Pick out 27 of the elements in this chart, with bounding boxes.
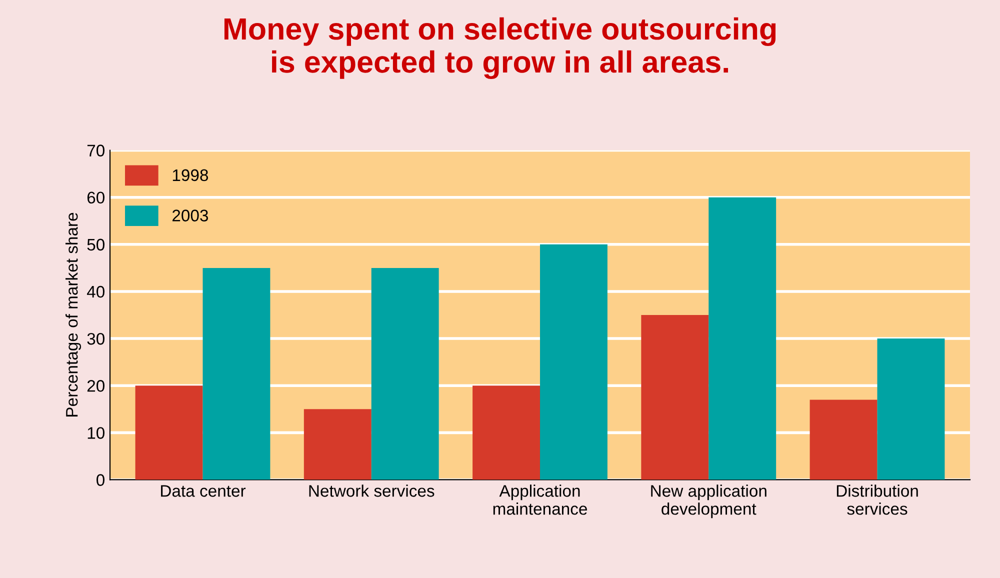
legend-label: 1998 <box>172 169 208 182</box>
bar <box>304 409 372 480</box>
x-tick-label: Application maintenance <box>493 484 587 515</box>
y-tick-label: 50 <box>87 238 104 251</box>
y-tick-label: 30 <box>87 332 104 345</box>
bar <box>135 386 203 480</box>
x-tick-label: New application development <box>651 484 766 518</box>
chart-title: Money spent on selective outsourcing is expected to grow in all areas. <box>224 17 776 80</box>
bar <box>810 400 878 480</box>
x-tick-label: Data center <box>161 485 246 497</box>
bar <box>708 197 776 480</box>
bar <box>877 338 945 480</box>
bar <box>540 244 608 480</box>
bar <box>472 386 540 480</box>
y-tick-label: 40 <box>86 286 104 298</box>
legend-label: 2003 <box>172 210 208 222</box>
y-axis-title: Percentage of market share <box>66 212 82 416</box>
bar <box>202 268 270 480</box>
y-tick-label: 60 <box>87 192 104 204</box>
x-tick-label: Distribution services <box>836 484 918 515</box>
y-tick-label: 70 <box>87 144 104 156</box>
bar <box>371 268 439 480</box>
y-tick-label: 20 <box>87 380 104 392</box>
y-tick-label: 10 <box>88 427 104 439</box>
bar <box>641 315 709 480</box>
y-tick-label: 0 <box>96 474 104 486</box>
x-tick-label: Network services <box>309 484 434 497</box>
